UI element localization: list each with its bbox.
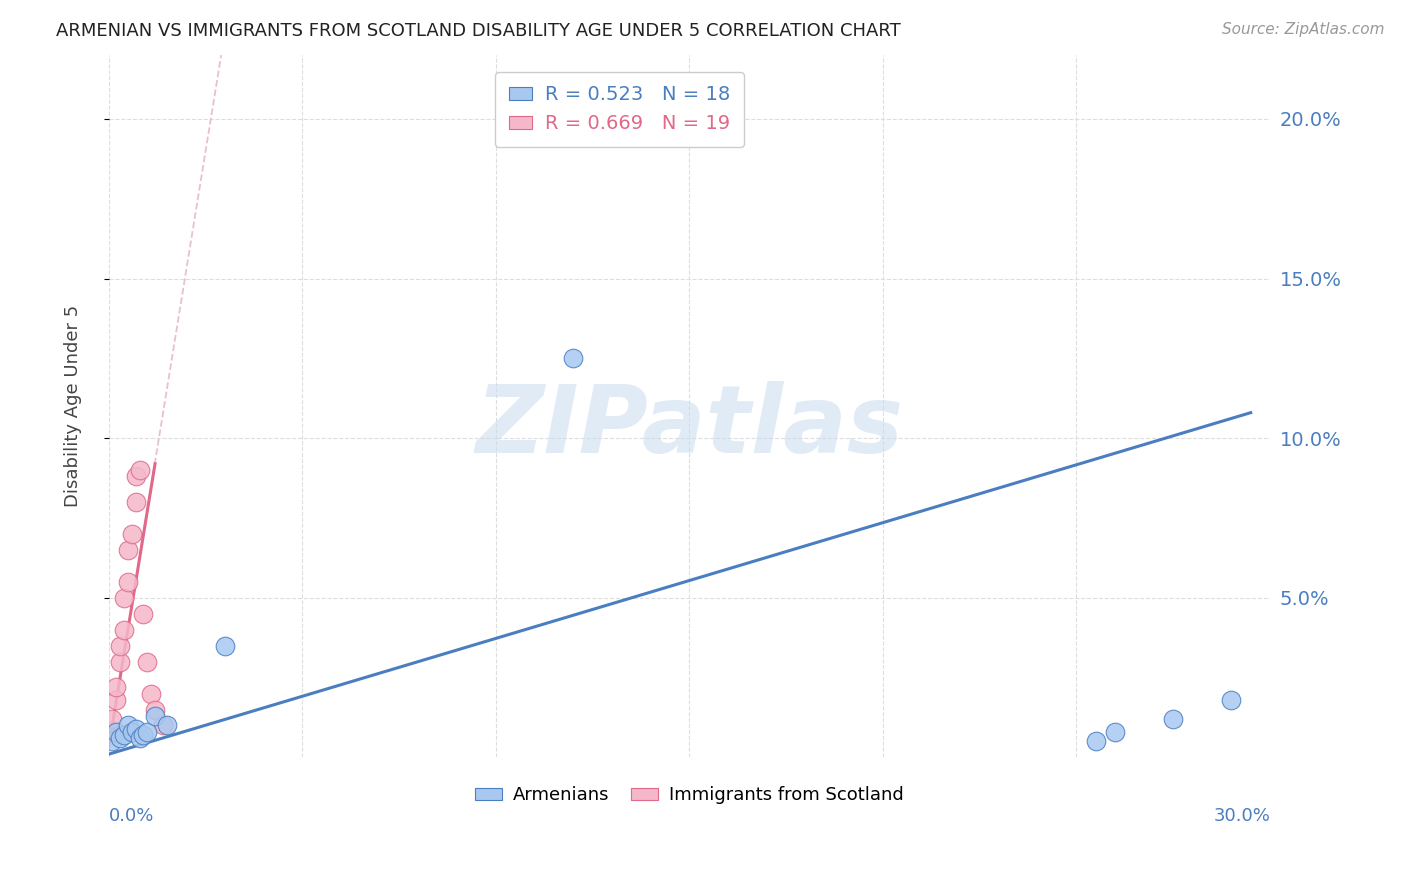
Text: 30.0%: 30.0% bbox=[1213, 806, 1270, 824]
Point bbox=[110, 731, 132, 746]
Point bbox=[143, 702, 166, 716]
Point bbox=[125, 722, 148, 736]
Point bbox=[125, 495, 148, 509]
Point bbox=[101, 724, 124, 739]
Point bbox=[128, 731, 150, 746]
Point bbox=[105, 680, 128, 694]
Point bbox=[110, 639, 132, 653]
Point bbox=[101, 734, 124, 748]
Point bbox=[132, 607, 155, 621]
Point bbox=[105, 693, 128, 707]
Point bbox=[125, 469, 148, 483]
Point bbox=[117, 574, 139, 589]
Point bbox=[112, 623, 135, 637]
Point bbox=[1084, 734, 1107, 748]
Point bbox=[136, 655, 159, 669]
Point bbox=[136, 724, 159, 739]
Point bbox=[117, 542, 139, 557]
Point bbox=[156, 718, 179, 732]
Text: ZIPatlas: ZIPatlas bbox=[475, 382, 904, 474]
Point bbox=[101, 712, 124, 726]
Point bbox=[121, 527, 143, 541]
Point bbox=[143, 709, 166, 723]
Text: 0.0%: 0.0% bbox=[108, 806, 155, 824]
Point bbox=[128, 463, 150, 477]
Point bbox=[112, 728, 135, 742]
Point bbox=[1161, 712, 1184, 726]
Point bbox=[214, 639, 236, 653]
Point bbox=[152, 718, 174, 732]
Point bbox=[117, 718, 139, 732]
Y-axis label: Disability Age Under 5: Disability Age Under 5 bbox=[65, 305, 82, 508]
Point bbox=[110, 655, 132, 669]
Point bbox=[112, 591, 135, 605]
Point bbox=[105, 724, 128, 739]
Text: Source: ZipAtlas.com: Source: ZipAtlas.com bbox=[1222, 22, 1385, 37]
Point bbox=[132, 728, 155, 742]
Point bbox=[1104, 724, 1126, 739]
Point bbox=[1220, 693, 1243, 707]
Point bbox=[141, 687, 163, 701]
Text: ARMENIAN VS IMMIGRANTS FROM SCOTLAND DISABILITY AGE UNDER 5 CORRELATION CHART: ARMENIAN VS IMMIGRANTS FROM SCOTLAND DIS… bbox=[56, 22, 901, 40]
Legend: Armenians, Immigrants from Scotland: Armenians, Immigrants from Scotland bbox=[468, 779, 911, 812]
Point bbox=[562, 351, 585, 366]
Point bbox=[121, 724, 143, 739]
